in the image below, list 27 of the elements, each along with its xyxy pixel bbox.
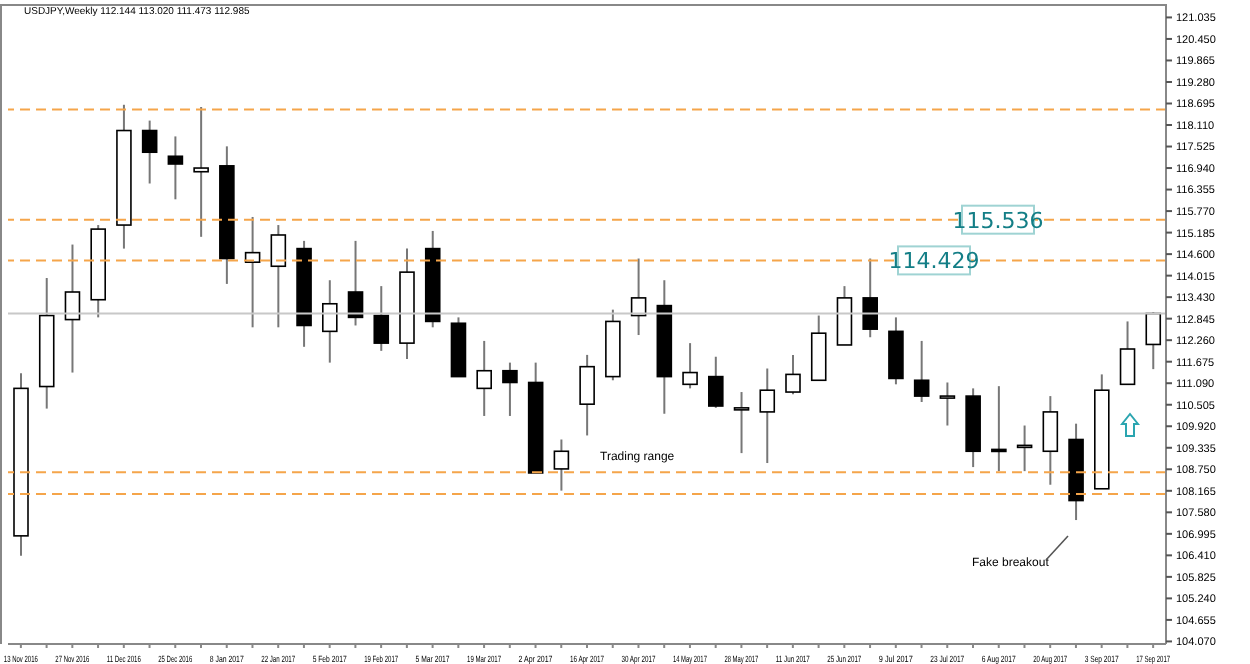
- candlestick: [836, 285, 853, 346]
- candlestick: [708, 355, 724, 409]
- candlestick: [888, 316, 904, 386]
- candlestick: [193, 105, 209, 238]
- candlestick: [553, 438, 570, 492]
- candlestick: [476, 339, 492, 417]
- candlestick: [502, 361, 518, 417]
- ref-line-label: 114.429: [888, 248, 980, 275]
- candlestick: [347, 239, 364, 327]
- candlestick: [373, 285, 390, 352]
- candlestick: [579, 353, 595, 437]
- ref-line-label: 115.536: [952, 207, 1044, 234]
- candlestick: [733, 391, 750, 455]
- candlestick: [141, 119, 158, 185]
- candlestick: [785, 353, 801, 396]
- candlestick: [939, 381, 956, 427]
- candlestick: [810, 314, 827, 382]
- candlestick: [270, 224, 287, 329]
- candlestick: [682, 342, 698, 390]
- candlestick: [913, 339, 930, 403]
- candlestick: [322, 279, 338, 364]
- candlestick: [1042, 395, 1059, 486]
- candlestick: [1119, 320, 1136, 386]
- candlestick: [167, 135, 184, 201]
- candlestick: [759, 367, 776, 465]
- candlestick: [1145, 311, 1162, 371]
- candlestick: [862, 257, 878, 339]
